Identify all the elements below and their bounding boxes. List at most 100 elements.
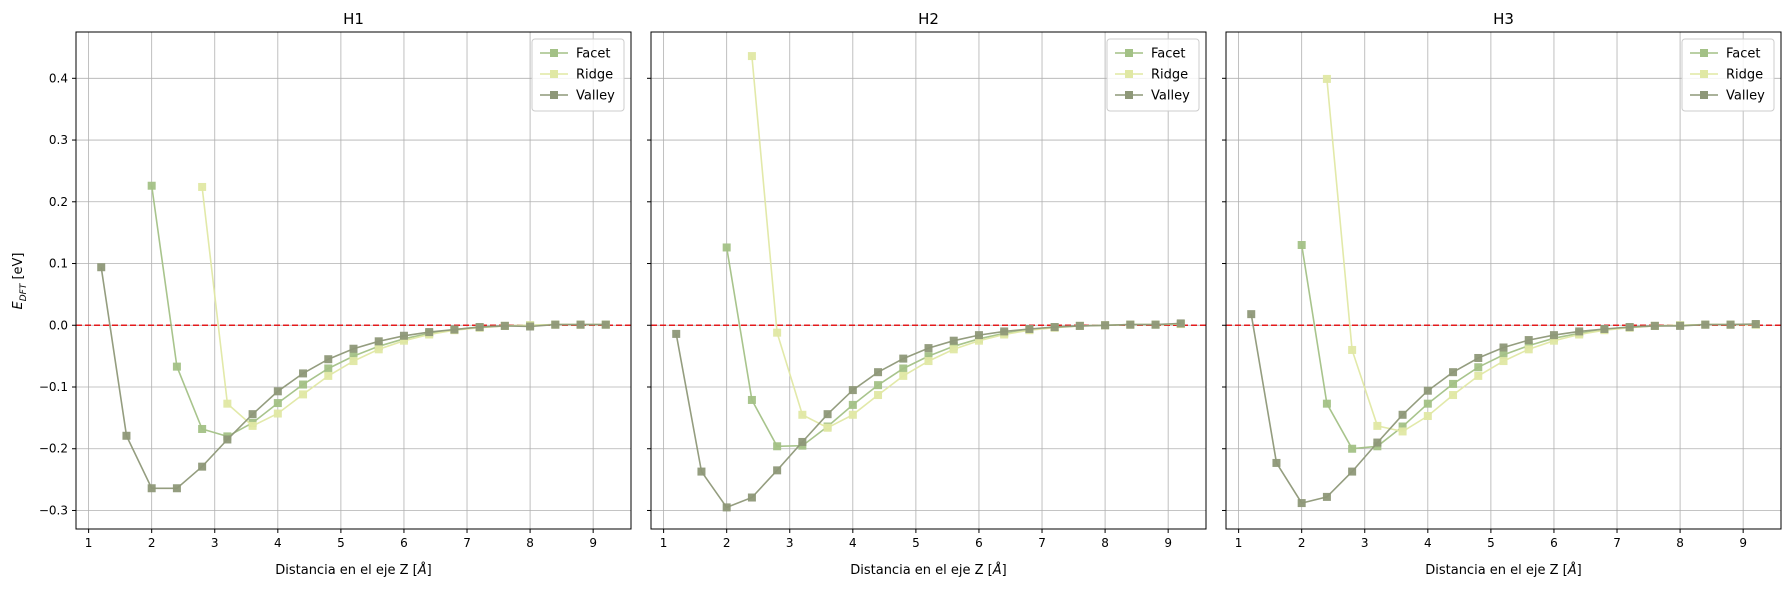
data-point-ridge xyxy=(1449,391,1458,400)
data-point-valley xyxy=(526,322,535,331)
data-point-valley xyxy=(1726,320,1735,329)
panel-h1: 1 2 3 4 5 6 7 8 9 −0.3 −0.2 −0.1 0.0 0.1 0.2 0.3 0.4 H1 Di… xyxy=(39,10,632,578)
x-tick-label: 1 xyxy=(660,536,668,550)
plot-frame xyxy=(75,31,632,530)
panel-title: H1 xyxy=(343,10,364,28)
y-tick-label: 0.2 xyxy=(49,195,68,209)
y-tick-label: −0.3 xyxy=(39,503,68,517)
data-point-valley xyxy=(1126,320,1135,329)
legend-marker-valley xyxy=(550,91,558,99)
x-axis-label-bracket: ] xyxy=(1002,563,1007,578)
data-point-facet xyxy=(1322,399,1331,408)
x-tick-label: 9 xyxy=(589,536,597,550)
data-point-valley xyxy=(223,435,232,444)
data-point-ridge xyxy=(1322,74,1331,83)
data-point-ridge xyxy=(848,410,857,419)
legend: Facet Ridge Valley xyxy=(1106,38,1200,112)
data-point-ridge xyxy=(1524,345,1533,354)
x-tick-label: 5 xyxy=(912,536,920,550)
series-group xyxy=(1247,74,1760,508)
x-tick-label: 4 xyxy=(1424,536,1432,550)
data-point-valley xyxy=(601,320,610,329)
legend-label-facet: Facet xyxy=(1151,47,1186,62)
data-point-valley xyxy=(248,410,257,419)
x-tick-label: 7 xyxy=(463,536,471,550)
data-point-valley xyxy=(1600,324,1609,333)
data-point-valley xyxy=(97,263,106,272)
x-tick-label: 4 xyxy=(274,536,282,550)
y-tick-label: 0.1 xyxy=(49,257,68,271)
legend-label-valley: Valley xyxy=(1726,89,1765,104)
data-point-facet xyxy=(349,352,358,361)
x-tick-label: 9 xyxy=(1739,536,1747,550)
data-point-facet xyxy=(273,399,282,408)
data-point-valley xyxy=(1449,368,1458,377)
data-point-valley xyxy=(1025,324,1034,333)
data-point-valley xyxy=(576,320,585,329)
data-point-valley xyxy=(374,337,383,346)
legend-label-ridge: Ridge xyxy=(576,68,613,83)
x-tick-label: 6 xyxy=(975,536,983,550)
x-tick-label: 8 xyxy=(1676,536,1684,550)
data-point-ridge xyxy=(823,423,832,432)
legend-marker-valley xyxy=(1700,91,1708,99)
x-axis-label-unit: Å xyxy=(1567,562,1577,578)
x-tick-label: 8 xyxy=(1101,536,1109,550)
data-point-valley xyxy=(1176,319,1185,328)
x-tick-label: 6 xyxy=(400,536,408,550)
x-tick-label: 9 xyxy=(1164,536,1172,550)
series-group xyxy=(672,52,1185,512)
data-point-facet xyxy=(1499,350,1508,359)
x-axis-label-bracket: ] xyxy=(427,563,432,578)
legend-marker-ridge xyxy=(1700,70,1708,78)
data-point-ridge xyxy=(1398,427,1407,436)
data-point-valley xyxy=(450,325,459,334)
data-point-valley xyxy=(1151,320,1160,329)
y-axis-label: EDFT [eV] xyxy=(11,253,29,310)
data-point-valley xyxy=(1650,321,1659,330)
data-point-ridge xyxy=(974,336,983,345)
panel-h3: 1 2 3 4 5 6 7 8 9 H3 Distancia en el eje Z [Å] Face… xyxy=(1222,10,1782,578)
data-point-valley xyxy=(551,320,560,329)
x-tick-label: 7 xyxy=(1613,536,1621,550)
data-point-ridge xyxy=(1474,371,1483,380)
x-tick-label: 8 xyxy=(526,536,534,550)
data-point-valley xyxy=(974,331,983,340)
data-point-valley xyxy=(1101,321,1110,330)
x-axis-label: Distancia en el eje Z [Å] xyxy=(850,562,1007,578)
data-point-facet xyxy=(848,400,857,409)
x-axis-label: Distancia en el eje Z [Å] xyxy=(275,562,432,578)
legend-marker-facet xyxy=(1125,49,1133,57)
data-point-valley xyxy=(1348,467,1357,476)
data-point-facet xyxy=(324,364,333,373)
data-point-ridge xyxy=(324,371,333,380)
data-point-valley xyxy=(747,493,756,502)
data-point-valley xyxy=(1297,499,1306,508)
legend: Facet Ridge Valley xyxy=(531,38,625,112)
data-point-ridge xyxy=(349,357,358,366)
data-point-valley xyxy=(1524,336,1533,345)
data-point-valley xyxy=(798,437,807,446)
data-point-facet xyxy=(874,381,883,390)
data-point-valley xyxy=(924,344,933,353)
x-tick-label: 2 xyxy=(1298,536,1306,550)
data-point-valley xyxy=(324,355,333,364)
data-point-ridge xyxy=(773,328,782,337)
data-point-valley xyxy=(172,484,181,493)
data-point-valley xyxy=(1549,331,1558,340)
x-tick-label: 5 xyxy=(337,536,345,550)
data-point-ridge xyxy=(299,390,308,399)
data-point-valley xyxy=(1247,310,1256,319)
data-point-valley xyxy=(425,328,434,337)
x-tick-label: 3 xyxy=(786,536,794,550)
data-point-valley xyxy=(500,321,509,330)
y-tick-label: 0.0 xyxy=(49,318,68,332)
data-point-valley xyxy=(899,354,908,363)
data-point-ridge xyxy=(899,371,908,380)
data-point-ridge xyxy=(198,182,207,191)
data-point-facet xyxy=(1348,444,1357,453)
data-point-valley xyxy=(1625,323,1634,332)
x-tick-label: 7 xyxy=(1038,536,1046,550)
y-tick-label: −0.1 xyxy=(39,380,68,394)
